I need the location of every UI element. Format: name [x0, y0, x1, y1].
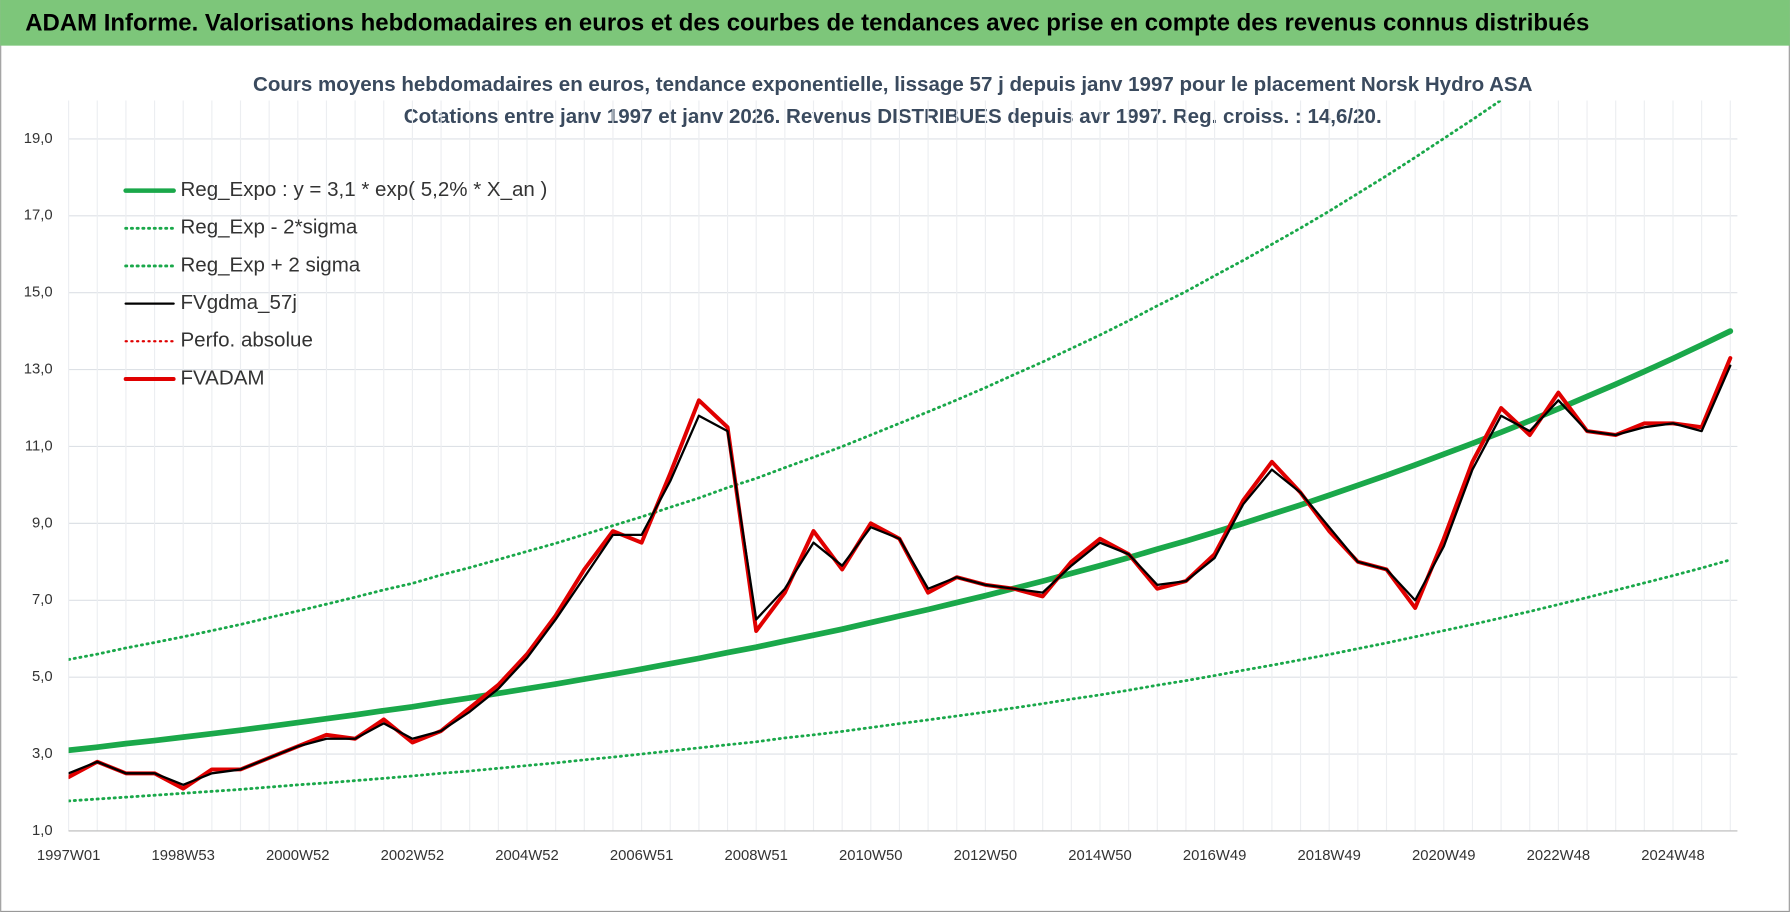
legend-label: FVADAM: [180, 366, 264, 389]
header-bar: [0, 0, 1790, 46]
header-title: ADAM Informe. Valorisations hebdomadaire…: [25, 9, 1589, 36]
y-tick-label: 7,0: [32, 592, 53, 608]
x-tick-label: 1998W53: [151, 848, 214, 864]
chart-subtitle: Cotations entre janv 1997 et janv 2026. …: [404, 105, 1382, 128]
x-tick-label: 2006W51: [610, 848, 673, 864]
x-tick-label: 2000W52: [266, 848, 329, 864]
y-tick-label: 11,0: [25, 438, 53, 454]
y-tick-label: 15,0: [24, 285, 53, 301]
legend-label: Reg_Exp - 2*sigma: [180, 216, 357, 239]
x-tick-label: 2020W49: [1412, 848, 1475, 864]
legend-label: Reg_Expo : y = 3,1 * exp( 5,2% * X_an ): [180, 178, 547, 201]
x-tick-label: 2012W50: [954, 848, 1017, 864]
x-tick-label: 2018W49: [1297, 848, 1360, 864]
x-tick-label: 2016W49: [1183, 848, 1246, 864]
x-tick-label: 2004W52: [495, 848, 558, 864]
legend-label: Perfo. absolue: [180, 329, 312, 352]
x-tick-label: 2022W48: [1527, 848, 1590, 864]
x-tick-label: 1997W01: [37, 848, 100, 864]
x-tick-label: 2024W48: [1641, 848, 1704, 864]
x-tick-label: 2008W51: [724, 848, 787, 864]
y-tick-label: 3,0: [32, 746, 53, 762]
legend-label: Reg_Exp + 2 sigma: [180, 253, 360, 276]
axes: 1,0 3,0 5,0 7,0 9,0 11,0 13,0 15,0 17,0 19,0 1997W…: [24, 131, 1738, 864]
series-line: [68, 558, 1732, 803]
legend: Reg_Expo : y = 3,1 * exp( 5,2% * X_an ) R…: [123, 178, 547, 389]
series-line: [68, 364, 1732, 786]
chart-title: Cours moyens hebdomadaires en euros, ten…: [253, 73, 1533, 96]
x-tick-label: 2010W50: [839, 848, 902, 864]
grid: [68, 100, 1738, 832]
y-tick-label: 19,0: [24, 131, 53, 147]
x-tick-label: 2002W52: [381, 848, 444, 864]
x-tick-label: 2014W50: [1068, 848, 1131, 864]
y-tick-label: 13,0: [24, 362, 53, 378]
y-tick-label: 5,0: [32, 669, 53, 685]
y-tick-label: 1,0: [32, 823, 53, 839]
legend-label: FVgdma_57j: [180, 291, 296, 314]
plot-area: [68, 100, 1734, 803]
y-tick-label: 9,0: [32, 515, 53, 531]
y-tick-label: 17,0: [24, 208, 53, 224]
series-line: [68, 328, 1734, 754]
